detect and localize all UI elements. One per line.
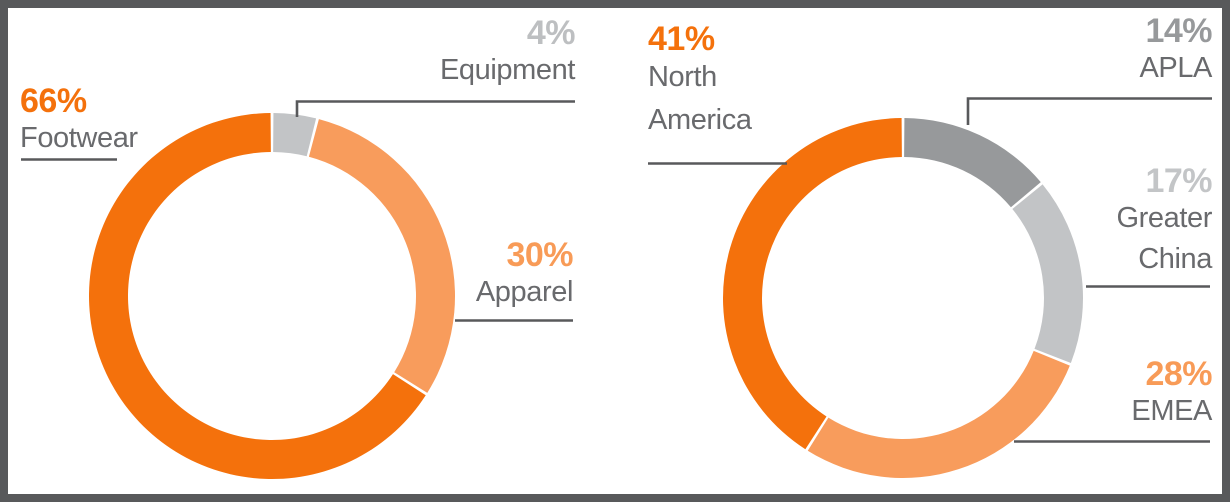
emea-name: EMEA	[1131, 395, 1212, 427]
equipment-leader-line	[295, 100, 575, 117]
apla-name: APLA	[1139, 52, 1212, 84]
apla-leader-line	[966, 97, 1212, 125]
greater-china-label: 17% Greater China	[1090, 164, 1212, 280]
slice-apparel	[308, 119, 456, 393]
emea-label: 28% EMEA	[1131, 357, 1212, 432]
region-mix-donut	[723, 118, 1084, 478]
slice-emea	[807, 350, 1070, 478]
equipment-name: Equipment	[439, 54, 575, 86]
greater-china-name: Greater China	[1116, 202, 1212, 275]
apla-percent: 14%	[1145, 12, 1212, 50]
apla-label: 14% APLA	[1139, 14, 1212, 89]
equipment-label: 4% Equipment	[439, 14, 576, 91]
slice-north-america	[723, 118, 902, 450]
equipment-percent: 4%	[526, 14, 576, 52]
apparel-percent: 30%	[506, 236, 573, 274]
slice-apla	[904, 118, 1041, 208]
north-america-name: North America	[648, 61, 752, 136]
footwear-label: 66% Footwear	[20, 84, 138, 159]
north-america-percent: 41%	[648, 20, 715, 58]
leader-lines	[21, 97, 1212, 443]
footwear-percent: 66%	[20, 82, 87, 120]
emea-percent: 28%	[1145, 355, 1212, 393]
slice-greater-china	[1012, 184, 1084, 363]
greater-china-percent: 17%	[1145, 162, 1212, 200]
apparel-name: Apparel	[475, 276, 574, 308]
footwear-name: Footwear	[20, 122, 138, 154]
product-mix-donut	[89, 113, 456, 480]
slice-equipment	[273, 113, 317, 157]
north-america-label: 41% North America	[648, 22, 780, 142]
apparel-label: 30% Apparel	[475, 236, 574, 313]
